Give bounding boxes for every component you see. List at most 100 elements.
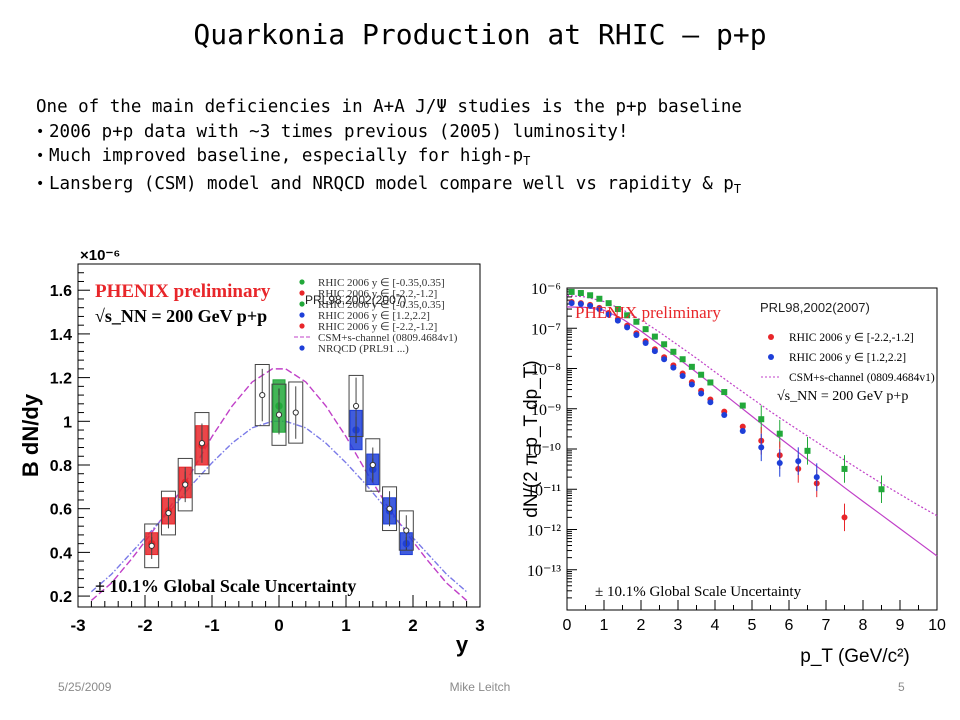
legend-entry: RHIC 2006 y ∈ [-2.2,-1.2] xyxy=(318,288,437,300)
data-point xyxy=(698,371,705,378)
y-tick-label: 1.2 xyxy=(50,371,72,388)
y-tick-label: 0.6 xyxy=(50,502,72,519)
legend-marker xyxy=(299,301,305,307)
energy-label: √s_NN = 200 GeV p+p xyxy=(95,306,267,326)
data-point xyxy=(878,486,885,493)
bullet-list: 2006 p+p data with ~3 times previous (20… xyxy=(36,121,741,202)
data-point xyxy=(259,391,266,399)
bullet-text: 2006 p+p data with ~3 times previous (20… xyxy=(49,122,629,142)
x-tick-label: 10 xyxy=(928,617,946,634)
data-point xyxy=(776,430,783,437)
x-tick-label: 3 xyxy=(475,616,484,635)
data-point xyxy=(577,301,584,308)
data-point xyxy=(679,356,686,363)
y-tick-label: 0.2 xyxy=(50,589,72,606)
systematic-box xyxy=(160,490,176,536)
footer-author: Mike Leitch xyxy=(449,680,511,694)
y-tick-label: 10⁻⁶ xyxy=(531,281,561,298)
y-tick-label: 1.4 xyxy=(50,327,72,344)
legend-entry: RHIC 2006 y ∈ [1.2,2.2] xyxy=(318,310,430,322)
data-point xyxy=(292,409,299,416)
y-tick-label: 10⁻¹³ xyxy=(527,563,561,580)
legend-entry: NRQCD (PRL91 ...) xyxy=(318,343,409,355)
data-point xyxy=(804,447,811,454)
x-tick-label: -1 xyxy=(204,616,219,635)
data-point xyxy=(633,318,640,325)
y-axis-label: B dN/dy xyxy=(18,393,43,477)
footer-page-number: 5 xyxy=(898,680,905,694)
data-point xyxy=(841,465,848,472)
bullet-item: Lansberg (CSM) model and NRQCD model com… xyxy=(36,173,741,202)
data-point xyxy=(688,381,695,388)
x-tick-label: -3 xyxy=(70,616,85,635)
x-tick-label: 9 xyxy=(896,617,905,634)
bullet-subscript: T xyxy=(733,182,742,196)
data-point xyxy=(642,340,649,347)
data-point xyxy=(275,411,283,418)
x-tick-label: -2 xyxy=(137,616,152,635)
bullet-text: Much improved baseline, especially for h… xyxy=(49,145,524,166)
x-tick-label: 6 xyxy=(785,617,794,634)
data-point xyxy=(633,331,640,338)
y-tick-label: 1 xyxy=(63,414,72,431)
systematic-box xyxy=(177,457,193,512)
x-tick-label: 1 xyxy=(600,617,609,634)
bullet-item: 2006 p+p data with ~3 times previous (20… xyxy=(36,121,741,145)
footer-date: 5/25/2009 xyxy=(58,680,112,694)
x-tick-label: 4 xyxy=(711,617,720,634)
y-tick-label: 10⁻¹¹ xyxy=(527,482,561,499)
x-tick-label: 2 xyxy=(408,616,417,635)
data-point xyxy=(386,505,393,512)
systematic-box xyxy=(288,381,304,444)
x-axis-label: p_T (GeV/c²) xyxy=(800,646,909,667)
legend-marker xyxy=(299,279,305,285)
data-point xyxy=(165,509,172,517)
legend-entry: CSM+s-channel (0809.4684v1) xyxy=(789,372,935,384)
bullet-item: Much improved baseline, especially for h… xyxy=(36,145,741,174)
reference-label: PRL98,2002(2007) xyxy=(305,293,406,307)
data-point xyxy=(739,423,746,430)
data-point xyxy=(661,356,668,363)
panel-label: PHENIX preliminary xyxy=(575,303,721,322)
y-tick-label: 10⁻¹⁰ xyxy=(525,442,561,459)
data-point xyxy=(587,292,594,299)
systematic-box xyxy=(254,363,270,427)
x-tick-label: 8 xyxy=(859,617,868,634)
y-multiplier: ×10⁻⁶ xyxy=(80,247,120,264)
data-point xyxy=(758,444,765,451)
intro-text: One of the main deficiencies in A+A J/Ψ … xyxy=(36,97,742,117)
bullet-subscript: T xyxy=(523,153,531,168)
data-point xyxy=(661,341,668,348)
y-tick-label: 10⁻⁷ xyxy=(531,321,561,338)
data-point xyxy=(670,348,677,355)
data-point xyxy=(614,306,621,313)
data-point xyxy=(776,459,783,466)
data-point xyxy=(369,461,376,469)
data-point xyxy=(642,326,649,333)
global-uncertainty-label: ± 10.1% Global Scale Uncertainty xyxy=(595,584,802,600)
legend-entry: RHIC 2006 y ∈ [-2.2,-1.2] xyxy=(318,321,437,333)
data-point xyxy=(182,481,189,488)
y-tick-label: 0.8 xyxy=(50,458,72,475)
x-tick-label: 0 xyxy=(563,617,572,634)
data-point xyxy=(198,440,206,447)
data-point xyxy=(721,411,728,418)
legend-marker xyxy=(768,334,774,340)
data-point xyxy=(624,324,631,331)
data-point xyxy=(403,527,410,534)
data-point xyxy=(605,311,612,318)
data-point xyxy=(841,514,848,521)
reference-label: PRL98,2002(2007) xyxy=(760,300,870,315)
data-point xyxy=(568,288,575,295)
data-point xyxy=(721,389,728,396)
y-axis-label: dN/(2 π p_T dp_T) xyxy=(521,360,542,517)
data-point xyxy=(795,458,802,465)
x-tick-label: 3 xyxy=(674,617,683,634)
y-tick-label: 10⁻⁹ xyxy=(531,402,561,419)
data-point xyxy=(679,373,686,380)
data-point xyxy=(568,300,575,307)
data-point xyxy=(651,348,658,355)
systematic-box xyxy=(271,383,287,446)
data-point xyxy=(587,302,594,309)
plot-frame xyxy=(566,287,938,611)
